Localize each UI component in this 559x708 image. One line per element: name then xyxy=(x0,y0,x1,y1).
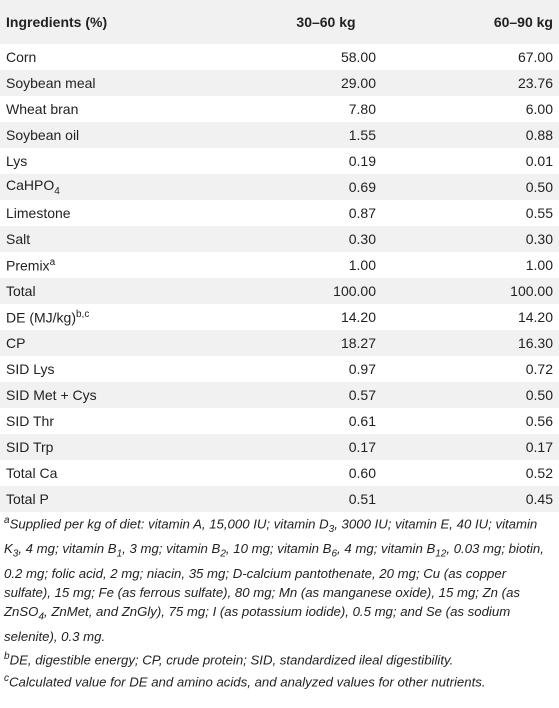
value-60-90kg: 0.45 xyxy=(525,491,553,507)
ingredient-name: Premixa xyxy=(6,256,56,274)
ingredient-name: CaHPO4 xyxy=(6,177,60,197)
ingredient-name: Total xyxy=(6,283,36,299)
ingredient-name: Soybean meal xyxy=(6,75,96,91)
table-row: Total 100.00 100.00 xyxy=(0,278,559,304)
value-60-90kg: 0.50 xyxy=(525,179,553,195)
ingredient-name: CP xyxy=(6,335,26,351)
ingredient-name: Salt xyxy=(6,231,31,247)
table-row: DE (MJ/kg)b,c 14.20 14.20 xyxy=(0,304,559,330)
value-30-60kg: 58.00 xyxy=(340,49,376,65)
footnotes: aSupplied per kg of diet: vitamin A, 15,… xyxy=(0,511,559,692)
table-row: Lys 0.19 0.01 xyxy=(0,148,559,174)
table-row: CaHPO4 0.69 0.50 xyxy=(0,174,559,200)
value-30-60kg: 0.61 xyxy=(348,413,376,429)
table-row: Wheat bran 7.80 6.00 xyxy=(0,96,559,122)
footnote-c: cCalculated value for DE and amino acids… xyxy=(4,673,486,690)
value-60-90kg: 0.52 xyxy=(525,465,553,481)
value-30-60kg: 14.20 xyxy=(340,309,376,325)
value-30-60kg: 1.55 xyxy=(348,127,376,143)
ingredient-name: Limestone xyxy=(6,205,71,221)
ingredient-name: SID Lys xyxy=(6,361,55,377)
table-row: Total P 0.51 0.45 xyxy=(0,486,559,512)
table-row: Total Ca 0.60 0.52 xyxy=(0,460,559,486)
table-row: Soybean oil 1.55 0.88 xyxy=(0,122,559,148)
value-30-60kg: 0.51 xyxy=(348,491,376,507)
value-60-90kg: 16.30 xyxy=(517,335,553,351)
value-30-60kg: 1.00 xyxy=(348,257,376,273)
value-60-90kg: 0.55 xyxy=(525,205,553,221)
value-30-60kg: 29.00 xyxy=(340,75,376,91)
value-60-90kg: 14.20 xyxy=(517,309,553,325)
table-row: SID Met + Cys 0.57 0.50 xyxy=(0,382,559,408)
ingredient-name: SID Met + Cys xyxy=(6,387,97,403)
header-ingredients: Ingredients (%) xyxy=(6,14,108,30)
value-30-60kg: 0.57 xyxy=(348,387,376,403)
table-row: Salt 0.30 0.30 xyxy=(0,226,559,252)
ingredient-name: Soybean oil xyxy=(6,127,80,143)
value-30-60kg: 0.97 xyxy=(348,361,376,377)
table-row: CP 18.27 16.30 xyxy=(0,330,559,356)
footnote-b: bDE, digestible energy; CP, crude protei… xyxy=(4,650,454,667)
value-30-60kg: 0.87 xyxy=(348,205,376,221)
ingredient-name: Total P xyxy=(6,491,49,507)
value-60-90kg: 0.72 xyxy=(525,361,553,377)
value-30-60kg: 0.30 xyxy=(348,231,376,247)
value-30-60kg: 0.19 xyxy=(348,153,376,169)
table-body: Corn 58.00 67.00 Soybean meal 29.00 23.76 Whea… xyxy=(0,44,559,512)
table-header-row: Ingredients (%) 30–60 kg 60–90 kg xyxy=(0,0,559,44)
table-row: Premixa 1.00 1.00 xyxy=(0,252,559,278)
ingredient-name: Corn xyxy=(6,49,37,65)
value-60-90kg: 0.50 xyxy=(525,387,553,403)
header-30-60kg: 30–60 kg xyxy=(296,14,356,30)
table-row: Limestone 0.87 0.55 xyxy=(0,200,559,226)
footnote-a: aSupplied per kg of diet: vitamin A, 15,… xyxy=(4,515,544,645)
value-60-90kg: 67.00 xyxy=(517,49,553,65)
table-row: Corn 58.00 67.00 xyxy=(0,44,559,70)
value-30-60kg: 0.69 xyxy=(348,179,376,195)
ingredient-name: SID Trp xyxy=(6,439,54,455)
header-60-90kg: 60–90 kg xyxy=(493,14,553,30)
ingredients-table: Ingredients (%) 30–60 kg 60–90 kg Corn 58… xyxy=(0,0,559,512)
ingredient-name: SID Thr xyxy=(6,413,54,429)
value-60-90kg: 0.30 xyxy=(525,231,553,247)
ingredient-name: Total Ca xyxy=(6,465,58,481)
value-60-90kg: 1.00 xyxy=(525,257,553,273)
value-60-90kg: 6.00 xyxy=(525,101,553,117)
table-row: SID Trp 0.17 0.17 xyxy=(0,434,559,460)
table-row: SID Thr 0.61 0.56 xyxy=(0,408,559,434)
value-30-60kg: 18.27 xyxy=(340,335,376,351)
table-row: SID Lys 0.97 0.72 xyxy=(0,356,559,382)
value-60-90kg: 0.01 xyxy=(525,153,553,169)
ingredient-name: DE (MJ/kg)b,c xyxy=(6,308,90,326)
value-60-90kg: 0.88 xyxy=(525,127,553,143)
value-60-90kg: 23.76 xyxy=(517,75,553,91)
value-30-60kg: 0.60 xyxy=(348,465,376,481)
value-30-60kg: 100.00 xyxy=(333,283,376,299)
value-60-90kg: 0.56 xyxy=(525,413,553,429)
table-row: Soybean meal 29.00 23.76 xyxy=(0,70,559,96)
ingredient-name: Lys xyxy=(6,153,28,169)
ingredient-name: Wheat bran xyxy=(6,101,79,117)
value-30-60kg: 0.17 xyxy=(348,439,376,455)
value-30-60kg: 7.80 xyxy=(348,101,376,117)
value-60-90kg: 0.17 xyxy=(525,439,553,455)
value-60-90kg: 100.00 xyxy=(510,283,553,299)
